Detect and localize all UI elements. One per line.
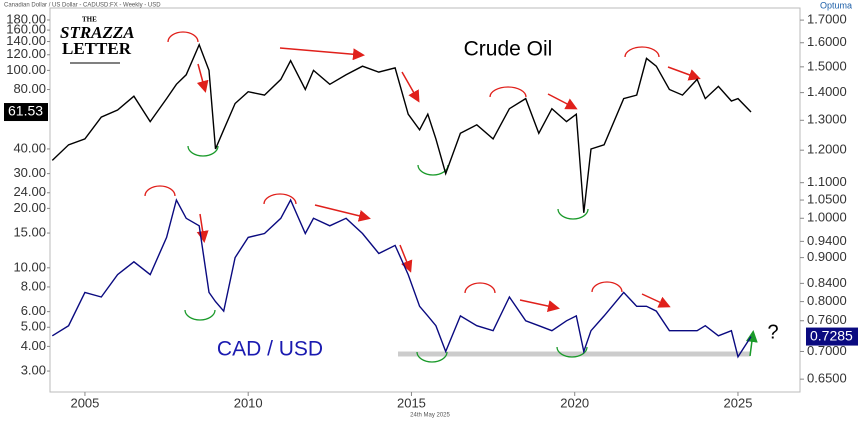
annotation: Crude Oil xyxy=(464,38,553,61)
y2-tick-label: 1.7000 xyxy=(807,12,847,27)
trend-arrows xyxy=(196,47,701,312)
value-label: 61.53 xyxy=(8,103,43,119)
y-tick-label: 120.00 xyxy=(6,46,46,61)
y2-tick-label: 1.5000 xyxy=(807,58,847,73)
y2-tick-label: 1.6000 xyxy=(807,34,847,49)
x-tick-label: 2025 xyxy=(724,395,753,410)
y-tick-label: 10.00 xyxy=(13,259,46,274)
annotation: ? xyxy=(767,321,778,343)
x-tick-label: 2020 xyxy=(560,395,589,410)
y-tick-label: 100.00 xyxy=(6,62,46,77)
value-box xyxy=(806,327,858,346)
y-tick-label: 180.00 xyxy=(6,11,46,26)
peak-arcs xyxy=(144,31,660,294)
y-tick-label: 3.00 xyxy=(21,362,46,377)
y-tick-label: 140.00 xyxy=(6,33,46,48)
value-box xyxy=(4,103,48,122)
y2-tick-label: 1.4000 xyxy=(807,84,847,99)
y2-tick-label: 1.3000 xyxy=(807,112,847,127)
up-arrow xyxy=(745,330,758,357)
y2-tick-label: 0.8000 xyxy=(807,293,847,308)
y-tick-label: 24.00 xyxy=(13,184,46,199)
y2-tick-label: 0.9000 xyxy=(807,249,847,264)
y2-tick-label: 0.7000 xyxy=(807,343,847,358)
y-tick-label: 30.00 xyxy=(13,165,46,180)
y2-tick-label: 0.7600 xyxy=(807,312,847,327)
y-tick-label: 15.00 xyxy=(13,224,46,239)
trough-arcs xyxy=(184,145,589,363)
y-tick-label: 6.00 xyxy=(21,303,46,318)
x-tick-label: 2015 xyxy=(397,395,426,410)
logo-text: THE xyxy=(82,16,97,24)
y-tick-label: 40.00 xyxy=(13,140,46,155)
brand: Optuma xyxy=(820,0,852,10)
y2-tick-label: 1.1000 xyxy=(807,174,847,189)
y-tick-label: 5.00 xyxy=(21,319,46,334)
annotation: CAD / USD xyxy=(217,338,323,361)
y-tick-label: 80.00 xyxy=(13,81,46,96)
y-tick-label: 20.00 xyxy=(13,200,46,215)
series-line xyxy=(51,198,752,359)
y-tick-label: 4.00 xyxy=(21,338,46,353)
y2-tick-label: 0.9400 xyxy=(807,233,847,248)
logo-text: STRAZZA xyxy=(60,23,135,42)
logo: THE STRAZZA LETTER xyxy=(60,16,135,64)
y-tick-label: 160.00 xyxy=(6,22,46,37)
y2-tick-label: 1.0000 xyxy=(807,210,847,225)
series-line xyxy=(51,42,752,213)
footer: 24th May 2025 xyxy=(410,413,450,419)
plot-frame xyxy=(49,7,801,393)
value-label: 0.7285 xyxy=(810,327,853,343)
logo-text: LETTER xyxy=(62,39,132,58)
x-tick-label: 2005 xyxy=(70,395,99,410)
header: Canadian Dollar / US Dollar - CADUSD:FX … xyxy=(4,3,161,9)
y2-tick-label: 1.2000 xyxy=(807,142,847,157)
y-tick-label: 8.00 xyxy=(21,278,46,293)
y2-tick-label: 0.6500 xyxy=(807,371,847,386)
y2-tick-label: 1.0500 xyxy=(807,191,847,206)
y2-tick-label: 0.8400 xyxy=(807,275,847,290)
x-tick-label: 2010 xyxy=(234,395,263,410)
